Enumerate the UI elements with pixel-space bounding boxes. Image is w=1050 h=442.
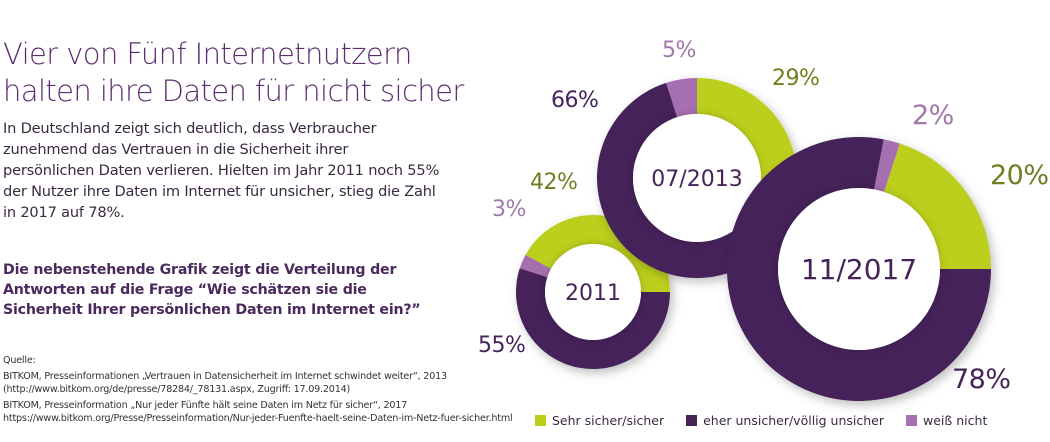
data-label-insecure: 55% — [478, 333, 526, 358]
donut-center-label: 11/2017 — [801, 253, 917, 286]
data-label-insecure: 78% — [952, 364, 1011, 395]
donut-hole — [778, 188, 940, 350]
segment-insecure — [516, 268, 670, 370]
sources: Quelle: BITKOM, Presseinformationen „Ver… — [3, 354, 523, 428]
data-label-unknown: 3% — [492, 197, 526, 222]
data-label-insecure: 66% — [551, 88, 599, 113]
legend-swatch — [535, 415, 546, 426]
page-title: Vier von Fünf Internetnutzern halten ihr… — [3, 37, 464, 108]
source-item: BITKOM, Presseinformation „Nur jeder Fün… — [3, 399, 513, 425]
legend-item-unknown: weiß nicht — [906, 413, 987, 428]
donut-3: 11/2017 — [727, 137, 991, 402]
legend-swatch — [906, 415, 918, 426]
donut-center-label: 07/2013 — [651, 167, 742, 192]
data-label-secure: 42% — [530, 170, 578, 195]
legend-item-insecure: eher unsicher/völlig unsicher — [686, 413, 884, 428]
donut-hole — [545, 244, 641, 340]
data-label-secure: 29% — [772, 66, 820, 91]
data-label-unknown: 2% — [912, 100, 954, 131]
donut-hole — [633, 114, 761, 242]
source-item: BITKOM, Presseinformationen „Vertrauen i… — [3, 370, 447, 396]
segment-unknown — [519, 254, 551, 278]
sources-heading: Quelle: — [3, 355, 36, 366]
intro-text: In Deutschland zeigt sich deutlich, dass… — [3, 120, 440, 221]
legend-item-secure: Sehr sicher/sicher — [535, 413, 664, 428]
segment-unknown — [666, 78, 697, 118]
segment-secure — [884, 143, 991, 269]
segment-insecure — [727, 137, 991, 402]
legend-swatch — [686, 415, 698, 426]
legend-label: Sehr sicher/sicher — [552, 413, 665, 428]
question-text: Die nebenstehende Grafik zeigt die Verte… — [3, 262, 421, 318]
segment-unknown — [874, 139, 900, 192]
legend-label: eher unsicher/völlig unsicher — [703, 413, 885, 428]
data-label-unknown: 5% — [662, 38, 696, 63]
legend: Sehr sicher/sicher eher unsicher/völlig … — [535, 413, 987, 428]
donut-ring — [727, 137, 991, 402]
legend-label: weiß nicht — [923, 413, 988, 428]
data-label-secure: 20% — [990, 160, 1049, 191]
donut-center-label: 2011 — [565, 281, 621, 306]
